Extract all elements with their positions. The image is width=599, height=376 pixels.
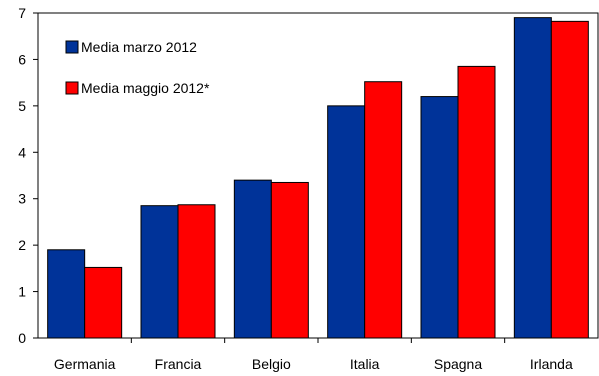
bar-irlanda-series-2	[550, 20, 589, 339]
x-tick-label-italia: Italia	[350, 356, 380, 372]
bar-spagna-series-1	[420, 96, 459, 339]
bar-francia-series-1	[140, 205, 179, 339]
bar-spagna-series-2	[457, 65, 496, 339]
bar-francia-series-2	[177, 204, 216, 339]
y-tick-label: 0	[18, 330, 26, 346]
bar-germania-series-2	[84, 266, 123, 339]
x-tick-label-germania: Germania	[54, 356, 116, 372]
bar-italia-series-1	[327, 105, 366, 339]
legend-label-series-2: Media maggio 2012*	[81, 80, 210, 96]
bar-belgio-series-2	[270, 181, 309, 339]
y-tick-label: 2	[18, 237, 26, 253]
bar-irlanda-series-1	[513, 17, 552, 339]
legend-swatch-series-1	[65, 40, 79, 54]
legend-label-series-1: Media marzo 2012	[81, 39, 197, 55]
legend-swatch-series-2	[65, 81, 79, 95]
bar-italia-series-2	[364, 81, 403, 339]
y-axis: 0 1 2 3 4 5 6 7	[18, 5, 38, 346]
x-axis: Germania Francia Belgio Italia Spagna Irlanda	[54, 338, 573, 372]
bars-group	[47, 17, 589, 339]
legend: Media marzo 2012 Media maggio 2012*	[65, 39, 210, 96]
x-tick-label-spagna: Spagna	[434, 356, 482, 372]
x-tick-label-francia: Francia	[155, 356, 202, 372]
x-tick-label-irlanda: Irlanda	[530, 356, 573, 372]
bar-germania-series-1	[47, 249, 86, 339]
y-tick-label: 1	[18, 284, 26, 300]
y-tick-label: 7	[18, 5, 26, 21]
x-tick-label-belgio: Belgio	[252, 356, 291, 372]
y-tick-label: 3	[18, 191, 26, 207]
y-tick-label: 4	[18, 144, 26, 160]
bar-belgio-series-1	[233, 179, 272, 339]
y-tick-label: 6	[18, 51, 26, 67]
y-tick-label: 5	[18, 98, 26, 114]
